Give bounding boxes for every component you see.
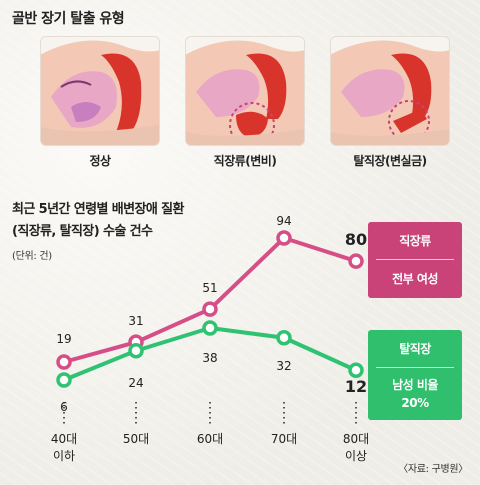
value-label-prolapse-0: 6 [60,400,68,414]
value-label-rectocele-2: 51 [202,281,217,295]
legend-rectocele: 직장류 전부 여성 [368,222,462,298]
value-label-rectocele-1: 31 [128,314,143,328]
value-label-prolapse-3: 32 [276,359,291,373]
legend-prolapse: 탈직장 남성 비율 20% [368,330,462,420]
point-rectocele-0 [56,354,72,370]
value-label-prolapse-1: 24 [128,376,143,390]
legend-prolapse-note2: 20% [401,396,429,410]
point-prolapse-1 [128,343,144,359]
chart-heading-line1: 최근 5년간 연령별 배변장애 질환 [12,202,184,217]
legend-rectocele-title: 직장류 [399,234,431,248]
category-label-1: 50대 [123,432,149,446]
point-prolapse-2 [202,320,218,336]
value-label-rectocele-3: 94 [276,214,291,228]
source-note: 〈자료: 구병원〉 [398,464,468,475]
point-prolapse-3 [276,330,292,346]
value-label-rectocele-4: 80 [345,230,367,249]
series-line-rectocele [63,236,357,364]
pelvis-normal-illustration [41,40,159,145]
point-rectocele-4 [348,253,364,269]
point-prolapse-0 [56,372,72,388]
panel-normal [40,36,160,146]
page-title: 골반 장기 탈출 유형 [12,11,125,27]
panel-rectocele [185,36,305,146]
panel-label-rectocele: 직장류(변비) [213,154,277,168]
value-label-prolapse-4: 12 [345,377,367,396]
value-label-prolapse-2: 38 [202,351,217,365]
legend-rectocele-note: 전부 여성 [392,272,438,286]
category-label-0-line0: 40대 [51,432,77,446]
panel-label-prolapse: 탈직장(변실금) [353,154,427,168]
point-rectocele-2 [202,301,218,317]
category-label-2: 60대 [197,432,223,446]
pelvis-prolapse-illustration [331,40,449,145]
category-label-3: 70대 [271,432,297,446]
panel-label-normal: 정상 [89,154,111,168]
chart-heading-line2: (직장류, 탈직장) 수술 건수 [12,224,153,239]
legend-prolapse-title: 탈직장 [399,342,431,356]
panel-prolapse [330,36,450,146]
category-label-4-line0: 80대 [343,432,369,446]
value-label-rectocele-0: 19 [56,332,71,346]
legend-prolapse-note1: 남성 비율 [392,378,438,392]
point-rectocele-3 [276,230,292,246]
category-label-4-line1: 이상 [345,449,367,463]
pelvis-rectocele-illustration [186,40,304,145]
chart-unit: (단위: 건) [12,251,52,262]
category-label-0-line1: 이하 [53,449,75,463]
point-prolapse-4 [348,362,364,378]
